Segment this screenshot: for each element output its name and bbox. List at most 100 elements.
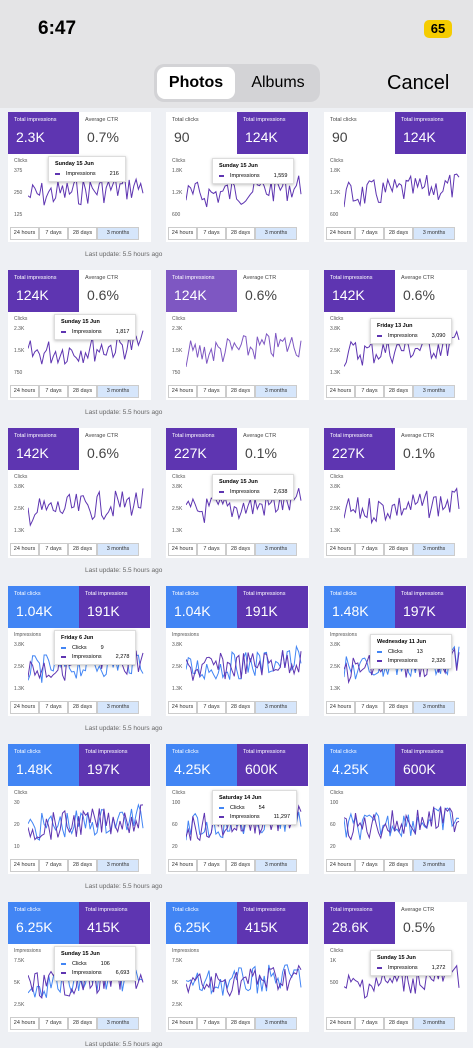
- screenshot-tile[interactable]: Total impressions 124K Average CTR 0.6% Clic…: [8, 270, 151, 400]
- range-button[interactable]: 7 days: [39, 701, 68, 714]
- range-button[interactable]: 3 months: [97, 227, 139, 240]
- metric-card: Total impressions 415K: [237, 902, 308, 944]
- range-button[interactable]: 3 months: [413, 859, 455, 872]
- range-button[interactable]: 24 hours: [10, 385, 39, 398]
- screenshot-tile[interactable]: Total impressions 28.6K Average CTR 0.5% Cli…: [324, 902, 467, 1032]
- range-button[interactable]: 7 days: [39, 385, 68, 398]
- range-button[interactable]: 28 days: [68, 701, 97, 714]
- screenshot-tile[interactable]: Total clicks 90 Total impressions 124K Click…: [166, 112, 309, 242]
- tooltip-label: Impressions: [230, 489, 260, 495]
- range-button[interactable]: 3 months: [413, 543, 455, 556]
- metric-card: Average CTR 0.5%: [395, 902, 466, 944]
- range-button[interactable]: 3 months: [413, 385, 455, 398]
- range-button[interactable]: 28 days: [384, 227, 413, 240]
- range-button[interactable]: 7 days: [39, 859, 68, 872]
- range-button[interactable]: 28 days: [68, 543, 97, 556]
- range-button[interactable]: 3 months: [255, 227, 297, 240]
- range-button[interactable]: 3 months: [255, 385, 297, 398]
- range-button[interactable]: 24 hours: [168, 543, 197, 556]
- range-button[interactable]: 7 days: [197, 227, 226, 240]
- segment[interactable]: Albums: [251, 74, 305, 91]
- screenshot-tile[interactable]: Total clicks 6.25K Total impressions 415K Im…: [166, 902, 309, 1032]
- range-button[interactable]: 24 hours: [10, 859, 39, 872]
- metric-label: Total impressions: [330, 907, 373, 913]
- range-button[interactable]: 3 months: [255, 701, 297, 714]
- range-button[interactable]: 24 hours: [326, 701, 355, 714]
- range-button[interactable]: 7 days: [39, 543, 68, 556]
- last-update: Last update: 5.5 hours ago: [85, 1041, 163, 1048]
- metric-card: Total clicks 1.48K: [8, 744, 79, 786]
- screenshot-tile[interactable]: Total impressions 2.3K Average CTR 0.7% Clic…: [8, 112, 151, 242]
- range-button[interactable]: 3 months: [255, 543, 297, 556]
- tooltip-label: Impressions: [72, 970, 102, 976]
- range-button[interactable]: 3 months: [97, 543, 139, 556]
- range-button[interactable]: 7 days: [197, 385, 226, 398]
- screenshot-tile[interactable]: Total clicks 90 Total impressions 124K Click…: [324, 112, 467, 242]
- range-button[interactable]: 7 days: [355, 385, 384, 398]
- range-button[interactable]: 24 hours: [168, 385, 197, 398]
- range-button[interactable]: 7 days: [355, 543, 384, 556]
- range-button[interactable]: 24 hours: [326, 859, 355, 872]
- metric-value: 0.6%: [245, 287, 277, 303]
- range-button[interactable]: 3 months: [97, 859, 139, 872]
- screenshot-tile[interactable]: Total clicks 4.25K Total impressions 600K Cl…: [166, 744, 309, 874]
- range-button[interactable]: 7 days: [39, 227, 68, 240]
- last-update: Last update: 5.5 hours ago: [85, 725, 163, 732]
- screenshot-tile[interactable]: Total clicks 1.04K Total impressions 191K Im…: [8, 586, 151, 716]
- range-button[interactable]: 7 days: [355, 227, 384, 240]
- cancel-button[interactable]: Cancel: [387, 72, 450, 94]
- tooltip-label: Clicks: [72, 645, 87, 651]
- screenshot-tile[interactable]: Total impressions 142K Average CTR 0.6% Clic…: [324, 270, 467, 400]
- range-button[interactable]: 3 months: [97, 701, 139, 714]
- legend-dash: [219, 491, 224, 493]
- screenshot-tile[interactable]: Total impressions 142K Average CTR 0.6% Clic…: [8, 428, 151, 558]
- range-button[interactable]: 24 hours: [168, 227, 197, 240]
- segment[interactable]: Photos: [157, 67, 235, 99]
- metric-label: Average CTR: [85, 275, 119, 281]
- range-button[interactable]: 28 days: [226, 385, 255, 398]
- range-button[interactable]: 7 days: [197, 701, 226, 714]
- status-time: 6:47: [38, 18, 77, 39]
- range-button[interactable]: 28 days: [226, 227, 255, 240]
- screenshot-tile[interactable]: Total clicks 1.48K Total impressions 197K Im…: [324, 586, 467, 716]
- screenshot-tile[interactable]: Total impressions 124K Average CTR 0.6% Clic…: [166, 270, 309, 400]
- axis-label: 100: [172, 800, 181, 806]
- range-button[interactable]: 28 days: [384, 385, 413, 398]
- range-button[interactable]: 3 months: [413, 227, 455, 240]
- range-button[interactable]: 24 hours: [168, 701, 197, 714]
- range-button[interactable]: 24 hours: [326, 227, 355, 240]
- range-button[interactable]: 3 months: [255, 859, 297, 872]
- range-button[interactable]: 28 days: [226, 543, 255, 556]
- range-button[interactable]: 28 days: [68, 385, 97, 398]
- metric-card: Total impressions 142K: [8, 428, 79, 470]
- range-button[interactable]: 28 days: [68, 859, 97, 872]
- range-button[interactable]: 28 days: [226, 701, 255, 714]
- screenshot-tile[interactable]: Total clicks 6.25K Total impressions 415K Im…: [8, 902, 151, 1032]
- screenshot-tile[interactable]: Total clicks 1.48K Total impressions 197K Cl…: [8, 744, 151, 874]
- metric-label: Total clicks: [172, 907, 199, 913]
- range-button[interactable]: 7 days: [355, 701, 384, 714]
- axis-label: 2.5K: [172, 1002, 183, 1008]
- range-button[interactable]: 24 hours: [10, 543, 39, 556]
- range-button[interactable]: 24 hours: [10, 701, 39, 714]
- range-button[interactable]: 7 days: [197, 543, 226, 556]
- range-button[interactable]: 28 days: [384, 701, 413, 714]
- range-button[interactable]: 24 hours: [10, 227, 39, 240]
- screenshot-tile[interactable]: Total clicks 4.25K Total impressions 600K Cl…: [324, 744, 467, 874]
- metric-value: 124K: [174, 287, 207, 303]
- range-button[interactable]: 24 hours: [326, 385, 355, 398]
- range-button[interactable]: 7 days: [355, 859, 384, 872]
- range-button[interactable]: 28 days: [384, 859, 413, 872]
- range-button[interactable]: 24 hours: [168, 859, 197, 872]
- range-button[interactable]: 28 days: [226, 859, 255, 872]
- range-button[interactable]: 3 months: [97, 385, 139, 398]
- range-button[interactable]: 3 months: [413, 701, 455, 714]
- screenshot-tile[interactable]: Total impressions 227K Average CTR 0.1% Clic…: [166, 428, 309, 558]
- range-button[interactable]: 7 days: [197, 859, 226, 872]
- range-button[interactable]: 28 days: [384, 543, 413, 556]
- screenshot-tile[interactable]: Total impressions 227K Average CTR 0.1% Clic…: [324, 428, 467, 558]
- screenshot-tile[interactable]: Total clicks 1.04K Total impressions 191K Im…: [166, 586, 309, 716]
- range-button[interactable]: 24 hours: [326, 543, 355, 556]
- axis-label: 1.3K: [172, 686, 183, 692]
- range-button[interactable]: 28 days: [68, 227, 97, 240]
